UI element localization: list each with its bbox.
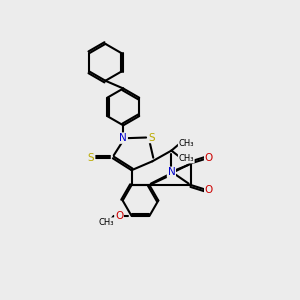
Text: CH₃: CH₃ (178, 139, 194, 148)
Text: O: O (205, 153, 213, 163)
Text: N: N (167, 167, 175, 177)
Text: O: O (115, 211, 123, 221)
Text: CH₃: CH₃ (178, 154, 194, 163)
Text: N: N (119, 133, 127, 143)
Text: O: O (205, 185, 213, 195)
Text: S: S (148, 133, 155, 142)
Text: CH₃: CH₃ (99, 218, 114, 227)
Text: S: S (88, 153, 94, 163)
